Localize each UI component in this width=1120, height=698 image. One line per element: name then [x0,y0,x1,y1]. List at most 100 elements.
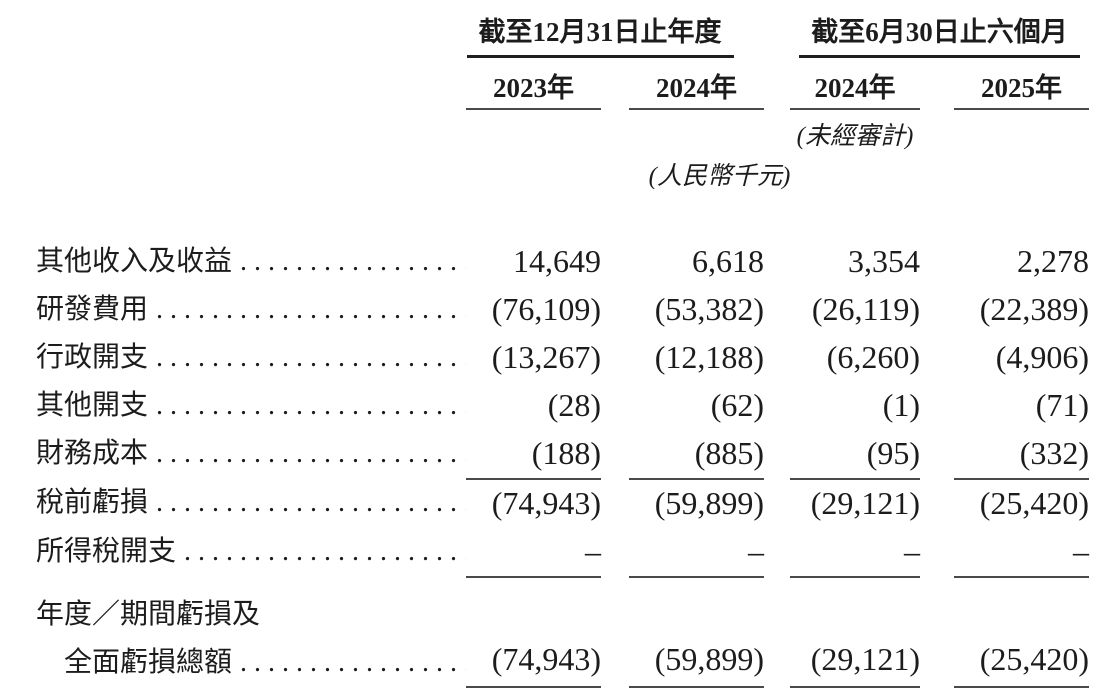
value-cell: – [466,527,601,578]
gap-cell [764,577,790,687]
value-cell: (22,389) [979,291,1089,328]
gap-cell [601,479,629,528]
unaudited-note: (未經審計) [796,122,914,150]
table-row: 財務成本....................................… [36,429,1089,480]
value-cell: (1) [882,387,920,424]
gap-cell [920,58,954,109]
gap-cell [601,382,629,430]
value-cell: 3,354 [848,243,920,280]
unaudited-note-cell: (未經審計) [790,109,920,152]
gap-cell [764,430,790,479]
gap-cell [920,479,954,528]
value-cell: (25,420) [979,485,1089,522]
table-body: 其他收入及收益.................................… [36,238,1089,688]
table-row: 研發費用....................................… [36,286,1089,334]
table-row: 年度／期間虧損及全面虧損總額..........................… [36,576,1089,688]
table-row: 其他開支....................................… [36,382,1089,430]
header-year-row: 2023年 2024年 2024年 2025年 [36,57,1089,110]
value-cell: (332) [954,429,1089,480]
gap-cell [601,430,629,479]
row-label-cell: 行政開支....................................… [36,334,466,382]
row-label: 其他開支 [36,389,149,421]
value-cell: (13,267) [491,339,601,376]
gap-cell [920,334,954,382]
currency-unit-note: (人民幣千元) [648,162,791,190]
gap-cell [920,430,954,479]
column-group-annual-title: 截至12月31日止年度 [466,17,734,58]
gap-cell [920,577,954,687]
gap-cell [920,528,954,577]
gap-cell [764,238,790,286]
year-header-2024: 2024年 [629,57,764,110]
dot-leader: ........................................… [156,341,466,373]
dot-leader: ........................................… [156,293,466,325]
value-cell: (29,121) [790,576,920,688]
spacer-row [36,192,1089,238]
gap-cell [764,286,790,334]
dot-leader: ........................................… [156,389,466,421]
gap-cell [764,58,790,109]
value-cell: (95) [790,429,920,480]
row-label: 研發費用 [36,293,149,325]
gap-cell [601,58,629,109]
value-cell: 14,649 [513,243,601,280]
gap-cell [601,286,629,334]
dot-leader: ........................................… [184,536,466,568]
table-row: 所得稅開支...................................… [36,527,1089,578]
currency-note-cell: (人民幣千元) [466,152,1089,192]
value-cell: (62) [710,387,764,424]
row-label-cell: 其他收入及收益.................................… [36,238,466,286]
dot-leader: ........................................… [240,245,466,277]
row-label: 全面虧損總額 [64,646,233,678]
gap-cell [764,479,790,528]
gap-cell [920,286,954,334]
table-row: 稅前虧損....................................… [36,479,1089,528]
value-cell: (76,109) [491,291,601,328]
gap-cell [764,382,790,430]
value-cell: (4,906) [995,339,1089,376]
income-statement-table: 截至12月31日止年度 截至6月30日止六個月 2023年 2024年 2024… [36,17,1089,688]
dot-leader: ........................................… [156,438,466,470]
value-cell: (25,420) [954,576,1089,688]
year-header-2025: 2025年 [954,57,1089,110]
table-head: 截至12月31日止年度 截至6月30日止六個月 2023年 2024年 2024… [36,17,1089,238]
dot-leader: ........................................… [240,646,466,678]
empty-corner-cell [36,18,466,58]
value-cell: (26,119) [811,291,920,328]
value-cell: – [629,527,764,578]
value-cell: (71) [1035,387,1089,424]
value-cell: (74,943) [466,576,601,688]
value-cell: (6,260) [826,339,920,376]
gap-cell [764,18,790,58]
row-label: 所得稅開支 [36,536,177,568]
year-header-2023: 2023年 [466,57,601,110]
value-cell: (59,899) [629,576,764,688]
value-cell: (29,121) [810,485,920,522]
gap-cell [601,528,629,577]
row-label-cell: 年度／期間虧損及全面虧損總額..........................… [36,577,466,687]
value-cell: – [790,527,920,578]
value-cell: (53,382) [654,291,764,328]
gap-cell [764,334,790,382]
gap-cell [920,238,954,286]
value-cell: – [954,527,1089,578]
gap-cell [601,334,629,382]
gap-cell [601,577,629,687]
column-group-interim-title: 截至6月30日止六個月 [799,17,1080,58]
value-cell: (188) [466,429,601,480]
gap-cell [764,528,790,577]
value-cell: (28) [547,387,601,424]
gap-cell [920,382,954,430]
value-cell: 2,278 [1017,243,1089,280]
gap-cell [601,238,629,286]
value-cell: (885) [629,429,764,480]
row-label-cell: 其他開支....................................… [36,382,466,430]
currency-note-row: (人民幣千元) [36,152,1089,192]
unaudited-note-row: (未經審計) [36,109,1089,152]
value-cell: 6,618 [692,243,764,280]
row-label: 年度／期間虧損及 [36,598,261,630]
column-group-interim-cell: 截至6月30日止六個月 [790,17,1089,58]
table-row: 行政開支....................................… [36,334,1089,382]
year-header-2024-interim: 2024年 [790,57,920,110]
row-label-cell: 研發費用....................................… [36,286,466,334]
